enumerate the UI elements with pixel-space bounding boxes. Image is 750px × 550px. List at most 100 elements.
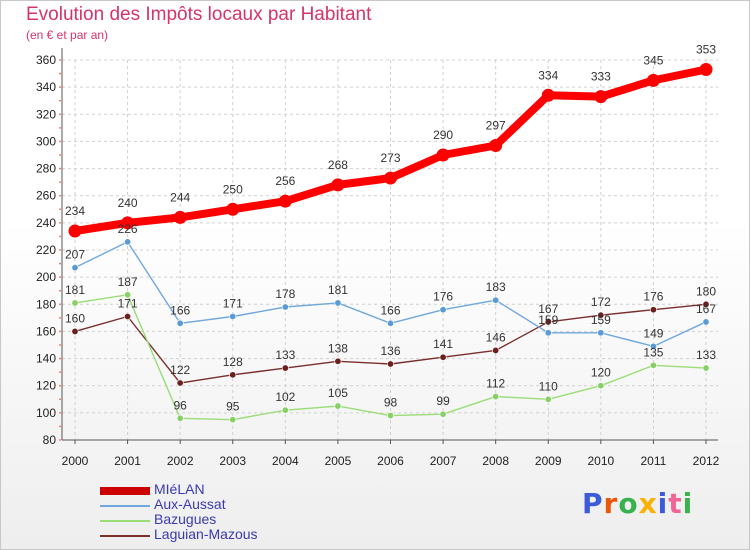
- data-label: 98: [384, 396, 398, 410]
- y-tick-label: 100: [36, 406, 56, 420]
- y-tick-label: 160: [36, 324, 56, 338]
- data-label: 122: [170, 363, 190, 377]
- y-minor-tick: [59, 208, 61, 211]
- data-point: [436, 148, 450, 162]
- legend-swatch: [100, 520, 150, 522]
- data-point: [594, 90, 608, 104]
- data-label: 256: [275, 174, 295, 188]
- data-label: 167: [696, 302, 716, 316]
- logo-letter: P: [582, 487, 604, 520]
- y-tick-label: 340: [36, 80, 56, 94]
- data-point: [278, 194, 292, 208]
- y-minor-tick: [59, 194, 61, 197]
- x-tick-label: 2001: [114, 454, 141, 468]
- data-label: 141: [433, 337, 453, 351]
- y-tick-label: 360: [36, 53, 56, 67]
- series-aux-aussat: [71, 238, 710, 350]
- data-point: [597, 311, 605, 319]
- y-minor-tick: [59, 59, 61, 61]
- data-label: 135: [643, 345, 663, 359]
- logo-letter: i: [657, 487, 669, 520]
- y-tick-label: 140: [36, 352, 56, 366]
- data-label: 171: [223, 297, 243, 311]
- data-point: [331, 178, 345, 192]
- data-label: 187: [118, 275, 138, 289]
- data-label: 171: [118, 297, 138, 311]
- data-label: 149: [643, 326, 663, 340]
- data-label: 334: [538, 68, 558, 82]
- data-label: 172: [591, 295, 611, 309]
- data-label: 250: [223, 182, 243, 196]
- y-minor-tick: [59, 411, 61, 414]
- data-point: [121, 216, 135, 230]
- logo-letter: i: [682, 487, 694, 520]
- series-bazugues: [71, 291, 710, 424]
- y-minor-tick: [59, 398, 61, 401]
- x-tick-label: 2007: [430, 454, 457, 468]
- logo-letter: x: [638, 487, 658, 520]
- y-minor-tick: [59, 249, 61, 251]
- data-point: [176, 414, 184, 422]
- data-point: [702, 300, 710, 308]
- data-point: [492, 346, 500, 354]
- x-tick-label: 2009: [535, 454, 562, 468]
- data-label: 128: [223, 355, 243, 369]
- data-point: [544, 329, 552, 337]
- y-minor-tick: [59, 154, 61, 156]
- legend-label: MIéLAN: [154, 481, 205, 497]
- chart-subtitle: (en € et par an): [26, 28, 109, 42]
- data-point: [439, 306, 447, 314]
- data-point: [492, 296, 500, 304]
- data-point: [544, 395, 552, 403]
- y-minor-tick: [59, 235, 61, 238]
- series-mi-lan: [68, 63, 713, 238]
- data-point: [702, 364, 710, 372]
- data-label: 183: [486, 280, 506, 294]
- data-point: [71, 299, 79, 307]
- y-minor-tick: [59, 384, 61, 387]
- data-point: [649, 361, 657, 369]
- data-label: 160: [65, 311, 85, 325]
- data-point: [334, 402, 342, 410]
- data-label: 166: [380, 303, 400, 317]
- y-minor-tick: [59, 86, 61, 89]
- data-label: 180: [696, 284, 716, 298]
- data-label: 244: [170, 190, 190, 204]
- y-tick-label: 280: [36, 162, 56, 176]
- data-point: [229, 371, 237, 379]
- data-label: 159: [538, 313, 558, 327]
- data-label: 345: [643, 53, 663, 67]
- data-label: 99: [436, 394, 450, 408]
- proxiti-logo: Proxiti: [582, 487, 693, 520]
- data-label: 181: [65, 283, 85, 297]
- data-point: [384, 171, 397, 185]
- data-label: 268: [328, 158, 348, 172]
- data-point: [68, 224, 82, 238]
- data-label: 133: [275, 348, 295, 362]
- x-tick-label: 2006: [377, 454, 404, 468]
- data-point: [492, 393, 500, 401]
- data-point: [124, 312, 132, 320]
- y-tick-label: 80: [43, 433, 57, 447]
- gridlines: [62, 59, 718, 441]
- y-minor-tick: [59, 357, 61, 360]
- data-label: 240: [118, 196, 138, 210]
- y-minor-tick: [59, 344, 61, 346]
- data-point: [702, 318, 710, 326]
- chart-title: Evolution des Impôts locaux par Habitant: [26, 4, 372, 25]
- data-point: [71, 264, 79, 272]
- data-label: 95: [226, 400, 240, 414]
- y-minor-tick: [59, 167, 61, 170]
- y-tick-label: 320: [36, 107, 56, 121]
- y-tick-label: 300: [36, 134, 56, 148]
- data-point: [649, 342, 657, 350]
- x-tick-label: 2005: [325, 454, 352, 468]
- data-point: [597, 329, 605, 337]
- series-group: [68, 63, 713, 424]
- data-label: 176: [433, 290, 453, 304]
- y-tick-label: 180: [36, 297, 56, 311]
- data-label: 226: [118, 222, 138, 236]
- data-point: [439, 353, 447, 361]
- x-tick-label: 2010: [587, 454, 614, 468]
